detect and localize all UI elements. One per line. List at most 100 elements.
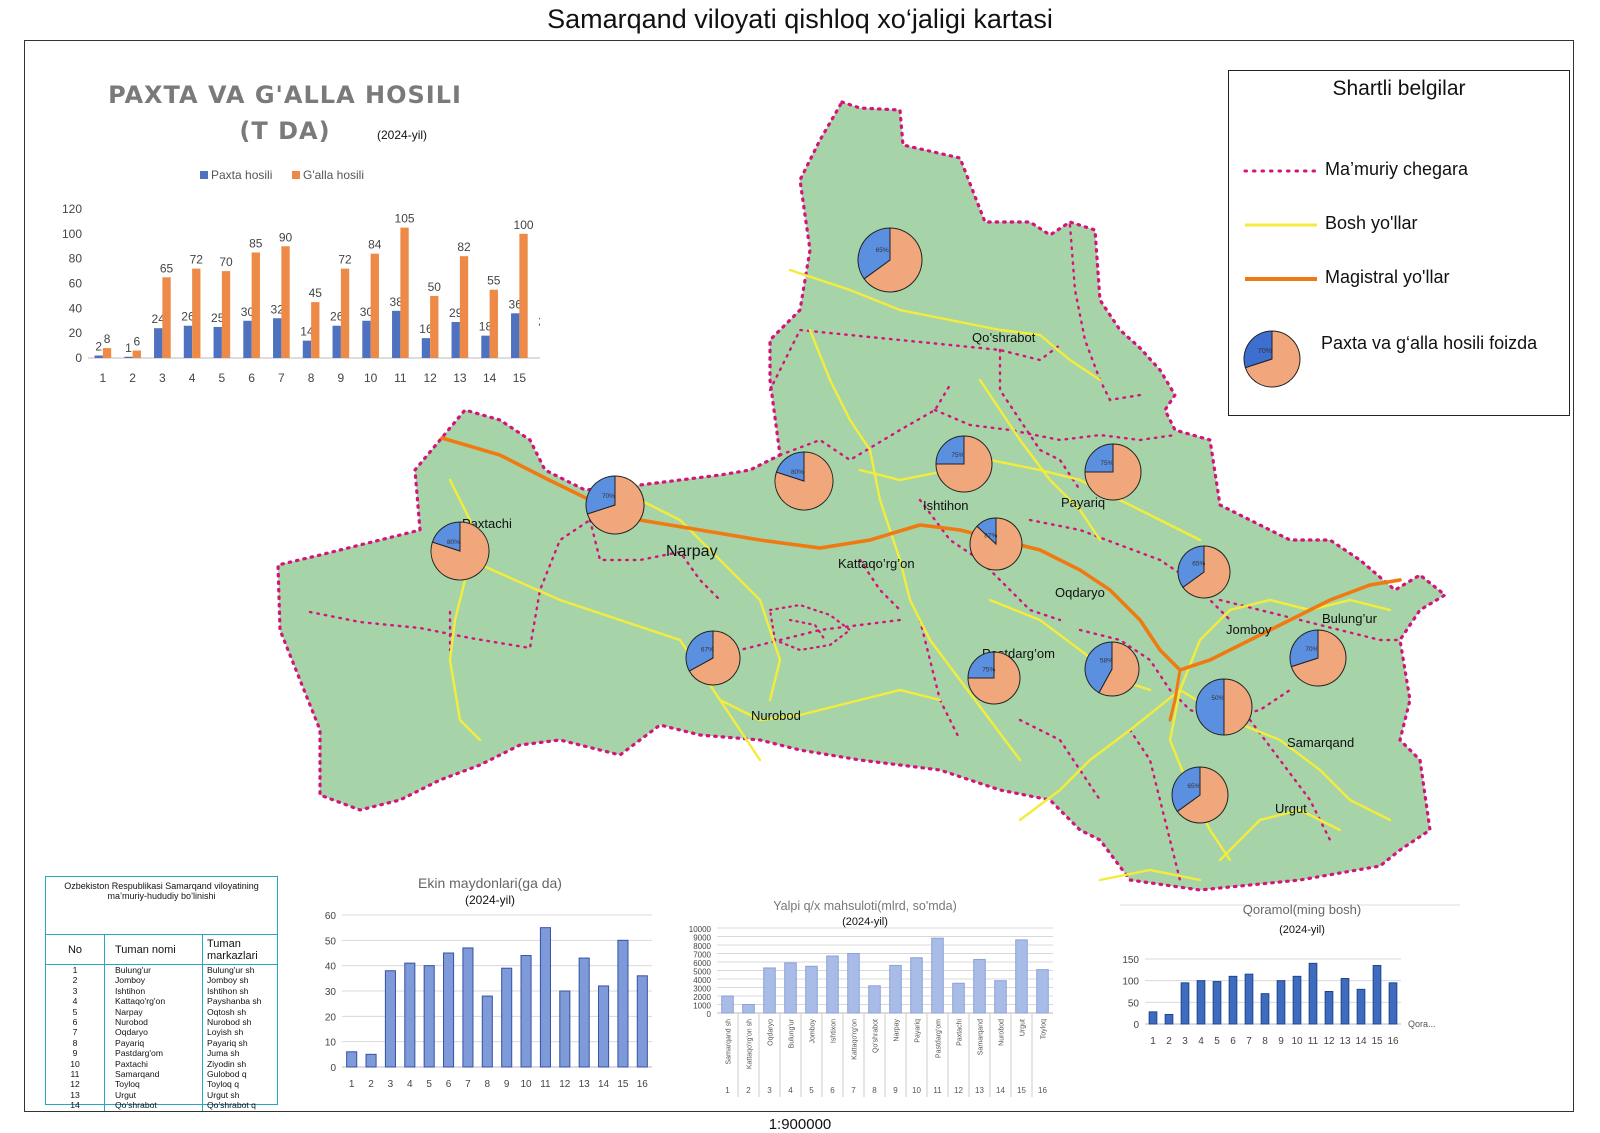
- bar: [221, 271, 231, 358]
- bar: [1308, 962, 1318, 1025]
- bar: [384, 970, 396, 1068]
- data-label: 72: [338, 253, 352, 267]
- data-label: 24: [152, 312, 166, 326]
- place-label: Samarqand: [1287, 735, 1354, 750]
- table-cell: Loyish sh: [202, 1027, 277, 1038]
- x-tick-label: 13: [579, 1079, 591, 1090]
- bar: [430, 295, 439, 358]
- bar: [332, 325, 341, 358]
- legend-label: G'alla hosili: [303, 168, 364, 182]
- x-tick-label: Samarqand sh: [726, 1019, 733, 1065]
- bar: [281, 246, 290, 358]
- chart-gross: Yalpi q/x mahsuloti(mlrd, so'mda) (2024-y…: [689, 899, 1053, 1097]
- x-tick-label: 9: [338, 371, 345, 385]
- table-cell: 7: [72, 1027, 78, 1038]
- table-row: 10 Paxtachi Ziyodin sh: [46, 1058, 277, 1070]
- pie-slice-cotton: [1176, 766, 1229, 824]
- y-tick-label: 7000: [693, 951, 711, 960]
- bar: [421, 338, 431, 358]
- x-tick-label: 13: [453, 371, 467, 385]
- table-row: 4 Kattaqo'rg'on Payshanba sh: [46, 996, 277, 1007]
- pie-slice-grain: [1084, 443, 1114, 473]
- data-label: 2: [95, 340, 102, 354]
- data-label: 30: [360, 305, 374, 319]
- table-cell: 10: [70, 1058, 80, 1069]
- city-enclave-border: [768, 603, 852, 652]
- district-table-grid: No Tuman nomi Tuman markazlari 1 Bulung'u…: [46, 934, 277, 1111]
- table-cell: 6: [72, 1017, 78, 1028]
- bar: [302, 340, 312, 358]
- table-cell: Nurobod: [104, 1017, 203, 1028]
- x-tick-label: 10: [521, 1079, 533, 1090]
- bar: [578, 957, 590, 1068]
- district-pie: 58%: [1084, 641, 1140, 697]
- place-label: Ishtihon: [923, 498, 969, 513]
- y-tick-label: 0: [1133, 1020, 1139, 1031]
- data-label: 26: [330, 310, 344, 324]
- pie-slice-cotton: [774, 451, 834, 511]
- legend-swatch: [292, 171, 300, 179]
- chart-year: (2024-yil): [465, 893, 515, 907]
- x-tick-label: 7: [278, 371, 285, 385]
- pie-slice-cotton: [863, 227, 923, 293]
- x-tick-number: 4: [788, 1086, 793, 1095]
- y-tick-label: 40: [69, 301, 83, 315]
- bar: [1260, 993, 1270, 1025]
- bar: [443, 952, 455, 1068]
- bar: [1292, 975, 1302, 1025]
- data-label: 50: [428, 280, 442, 294]
- table-cell: Samarqand: [104, 1069, 203, 1080]
- bar: [273, 318, 282, 358]
- table-cell: Payariq: [104, 1037, 203, 1049]
- place-label: Urgut: [1275, 801, 1307, 816]
- bar: [973, 958, 986, 1014]
- bar: [392, 310, 401, 358]
- x-tick-label: 1: [349, 1079, 355, 1090]
- x-tick-label: 11: [540, 1079, 551, 1090]
- x-tick-label: 10: [364, 371, 378, 385]
- bar: [311, 302, 320, 358]
- x-tick-label: 13: [1339, 1036, 1351, 1047]
- bar: [1276, 980, 1286, 1025]
- x-tick-label: Paxtachi: [957, 1019, 964, 1046]
- y-tick-label: 120: [62, 202, 82, 216]
- district-pie: 65%: [857, 227, 923, 293]
- bar: [1388, 982, 1398, 1025]
- data-label: 85: [249, 236, 263, 250]
- chart-title: Yalpi q/x mahsuloti(mlrd, so'mda): [773, 899, 956, 913]
- x-tick-label: Urgut: [1020, 1019, 1027, 1036]
- bar: [362, 320, 371, 358]
- table-cell: 12: [70, 1079, 80, 1090]
- data-label: 82: [457, 240, 471, 254]
- x-tick-label: 4: [407, 1079, 413, 1090]
- x-tick-label: 2: [368, 1079, 374, 1090]
- table-cell: 14: [70, 1100, 80, 1111]
- x-tick-label: 1: [1150, 1036, 1156, 1047]
- x-tick-label: Oqdaryo: [768, 1019, 775, 1046]
- table-row: 6 Nurobod Nurobod sh: [46, 1017, 277, 1028]
- data-label: 38: [390, 295, 404, 309]
- chart-year: (2024-yil): [842, 916, 888, 928]
- data-label: 72: [190, 253, 204, 267]
- pie-label: 75%: [951, 452, 964, 459]
- x-tick-number: 13: [975, 1086, 984, 1095]
- table-row: 12 Toyloq Toyloq q: [46, 1079, 277, 1090]
- y-tick-label: 0: [75, 351, 82, 365]
- x-tick-label: 5: [219, 371, 226, 385]
- pie-slice-grain: [1195, 678, 1225, 736]
- table-cell: 3: [72, 985, 78, 996]
- x-tick-label: 7: [1246, 1036, 1252, 1047]
- bar: [520, 955, 532, 1068]
- place-label: Narpay: [666, 543, 718, 560]
- y-tick-label: 0: [707, 1010, 712, 1019]
- pie-slice-cotton: [1098, 641, 1140, 697]
- chart-year: (2024-yil): [1279, 924, 1325, 936]
- y-tick-label: 100: [1122, 977, 1139, 988]
- bar: [102, 348, 112, 358]
- pie-label: 80%: [791, 469, 804, 476]
- bar: [598, 985, 610, 1068]
- x-tick-label: 5: [426, 1079, 432, 1090]
- data-label: 32: [271, 302, 285, 316]
- table-cell: 5: [72, 1006, 78, 1017]
